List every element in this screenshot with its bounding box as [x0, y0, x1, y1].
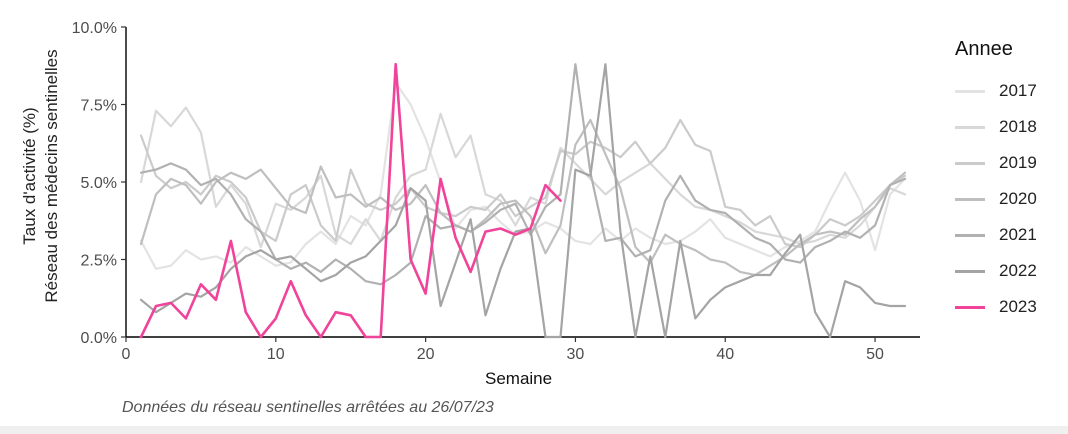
y-axis-label-line2: Réseau des médecins sentinelles	[42, 49, 61, 303]
y-tick-label: 10.0%	[72, 20, 117, 37]
series-line-2022	[139, 63, 907, 339]
legend-swatch	[955, 89, 985, 93]
series-line-2019	[139, 118, 907, 249]
bottom-band	[0, 426, 1068, 434]
x-tick-label: 30	[567, 346, 585, 363]
series-line-2020	[139, 118, 907, 277]
legend-label: 2021	[999, 225, 1037, 244]
legend-swatch	[955, 197, 985, 201]
x-axis-label: Semaine	[485, 369, 553, 388]
legend-item-2017: 2017	[955, 73, 1037, 109]
y-tick-label: 0.0%	[81, 330, 117, 347]
legend-title: Annee	[955, 38, 1013, 60]
legend-item-2018: 2018	[955, 109, 1037, 145]
y-tick-label: 7.5%	[81, 98, 117, 115]
y-tick-label: 2.5%	[81, 253, 117, 270]
legend: Annee 2017 2018 2019 2020 2021 2022 2023	[955, 38, 1037, 325]
legend-label: 2018	[999, 117, 1037, 136]
caption: Données du réseau sentinelles arrêtées a…	[122, 399, 494, 416]
y-axis-label-line1: Taux d'activité (%)	[20, 107, 39, 245]
series-line-2021	[139, 63, 907, 286]
legend-item-2020: 2020	[955, 181, 1037, 217]
legend-label: 2017	[999, 81, 1037, 100]
legend-item-2022: 2022	[955, 253, 1037, 289]
legend-swatch	[955, 161, 985, 165]
legend-swatch	[955, 305, 985, 309]
x-tick-label: 10	[267, 346, 285, 363]
legend-swatch	[955, 125, 985, 129]
legend-label: 2023	[999, 297, 1037, 316]
legend-item-2019: 2019	[955, 145, 1037, 181]
x-tick-label: 40	[716, 346, 734, 363]
x-tick-label: 20	[417, 346, 435, 363]
legend-swatch	[955, 233, 985, 237]
series-line-2023	[139, 62, 562, 339]
legend-label: 2020	[999, 189, 1037, 208]
legend-swatch	[955, 269, 985, 273]
x-tick-label: 0	[122, 346, 131, 363]
legend-label: 2022	[999, 261, 1037, 280]
legend-label: 2019	[999, 153, 1037, 172]
legend-item-2021: 2021	[955, 217, 1037, 253]
x-tick-label: 50	[866, 346, 884, 363]
y-tick-label: 5.0%	[81, 175, 117, 192]
legend-item-2023: 2023	[955, 289, 1037, 325]
